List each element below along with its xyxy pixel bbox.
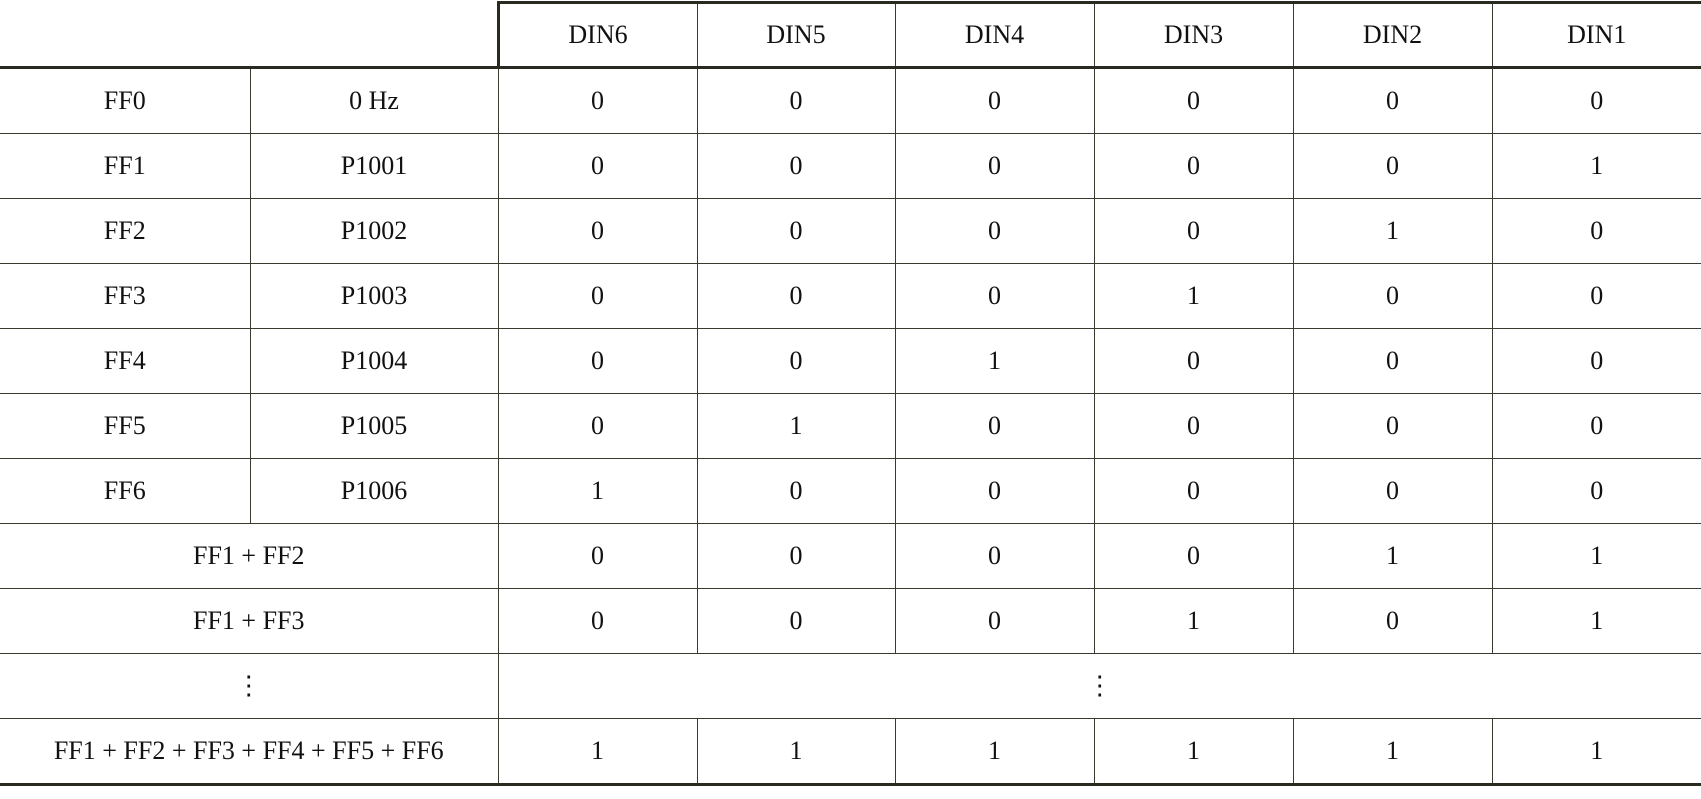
- din-value: 0: [497, 523, 698, 589]
- din-value: 0: [1093, 133, 1294, 199]
- row-parameter: P1004: [249, 328, 499, 394]
- din-value: 1: [1093, 263, 1294, 329]
- din-value: 1: [497, 458, 698, 524]
- ellipsis-row: ⋮ ⋮: [0, 653, 1701, 719]
- din-value: 0: [1491, 393, 1701, 459]
- row-parameter: P1006: [249, 458, 499, 524]
- row-label: FF6: [0, 458, 251, 524]
- row-label: FF5: [0, 393, 251, 459]
- combo-row: FF1 + FF2 0 0 0 0 1 1: [0, 523, 1701, 589]
- din-value: 0: [696, 133, 896, 199]
- din-value: 0: [497, 198, 698, 264]
- din-value: 0: [894, 393, 1095, 459]
- final-row: FF1 + FF2 + FF3 + FF4 + FF5 + FF6 1 1 1 1 1 1: [0, 718, 1701, 786]
- combo-label: FF1 + FF2: [0, 523, 499, 589]
- row-label: FF0: [0, 67, 251, 134]
- row-parameter: P1001: [249, 133, 499, 199]
- din-value: 0: [1292, 263, 1493, 329]
- din-value: 1: [1093, 588, 1294, 654]
- header-din1: DIN1: [1491, 1, 1701, 69]
- table-row: FF4 P1004 0 0 1 0 0 0: [0, 328, 1701, 394]
- header-din4: DIN4: [894, 1, 1095, 69]
- din-value: 0: [894, 67, 1095, 134]
- table-row: FF3 P1003 0 0 0 1 0 0: [0, 263, 1701, 329]
- din-value: 1: [497, 718, 698, 786]
- din-value: 1: [1292, 718, 1493, 786]
- din-value: 0: [497, 133, 698, 199]
- row-label: FF1: [0, 133, 251, 199]
- din-value: 0: [1093, 328, 1294, 394]
- din-value: 0: [894, 523, 1095, 589]
- table-row: FF0 0 Hz 0 0 0 0 0 0: [0, 67, 1701, 134]
- din-value: 0: [1292, 133, 1493, 199]
- din-value: 0: [696, 67, 896, 134]
- din-value: 0: [696, 328, 896, 394]
- din-value: 0: [696, 263, 896, 329]
- din-value: 0: [497, 393, 698, 459]
- din-value: 0: [1093, 458, 1294, 524]
- din-value: 0: [497, 588, 698, 654]
- din-value: 0: [1093, 393, 1294, 459]
- final-label: FF1 + FF2 + FF3 + FF4 + FF5 + FF6: [0, 718, 499, 786]
- row-label: FF2: [0, 198, 251, 264]
- din-value: 1: [894, 328, 1095, 394]
- table-row: FF5 P1005 0 1 0 0 0 0: [0, 393, 1701, 459]
- din-value: 0: [696, 198, 896, 264]
- header-din2: DIN2: [1292, 1, 1493, 69]
- row-parameter: P1002: [249, 198, 499, 264]
- din-value: 1: [696, 393, 896, 459]
- din-value: 0: [894, 263, 1095, 329]
- din-value: 0: [1491, 67, 1701, 134]
- row-parameter: 0 Hz: [249, 67, 499, 134]
- din-value: 0: [894, 198, 1095, 264]
- header-row: DIN6 DIN5 DIN4 DIN3 DIN2 DIN1: [0, 1, 1701, 69]
- din-value: 0: [696, 588, 896, 654]
- ellipsis-values: ⋮: [497, 653, 1701, 719]
- din-value: 1: [894, 718, 1095, 786]
- din-value: 0: [1491, 263, 1701, 329]
- din-value: 1: [1093, 718, 1294, 786]
- din-value: 1: [1491, 718, 1701, 786]
- din-value: 0: [696, 458, 896, 524]
- din-value: 0: [696, 523, 896, 589]
- din-value: 0: [1491, 328, 1701, 394]
- combo-row: FF1 + FF3 0 0 0 1 0 1: [0, 588, 1701, 654]
- din-value: 0: [1093, 67, 1294, 134]
- header-din5: DIN5: [696, 1, 896, 69]
- din-value: 0: [1292, 458, 1493, 524]
- table-row: FF1 P1001 0 0 0 0 0 1: [0, 133, 1701, 199]
- row-parameter: P1005: [249, 393, 499, 459]
- din-value: 0: [1292, 588, 1493, 654]
- din-value: 0: [894, 458, 1095, 524]
- din-value: 0: [497, 263, 698, 329]
- din-value: 0: [1093, 523, 1294, 589]
- din-value: 0: [1491, 458, 1701, 524]
- table-row: FF2 P1002 0 0 0 0 1 0: [0, 198, 1701, 264]
- row-label: FF3: [0, 263, 251, 329]
- header-din3: DIN3: [1093, 1, 1294, 69]
- din-value: 0: [1093, 198, 1294, 264]
- din-value: 1: [1292, 523, 1493, 589]
- din-value: 0: [497, 328, 698, 394]
- din-value: 1: [1491, 523, 1701, 589]
- din-value: 1: [1491, 133, 1701, 199]
- header-din6: DIN6: [497, 1, 698, 69]
- din-value: 1: [1491, 588, 1701, 654]
- din-value: 0: [1491, 198, 1701, 264]
- combo-label: FF1 + FF3: [0, 588, 499, 654]
- din-value: 0: [894, 588, 1095, 654]
- header-corner: [0, 2, 500, 69]
- table-row: FF6 P1006 1 0 0 0 0 0: [0, 458, 1701, 524]
- din-value: 0: [1292, 393, 1493, 459]
- row-label: FF4: [0, 328, 251, 394]
- ellipsis-label: ⋮: [0, 653, 499, 719]
- din-value: 0: [1292, 328, 1493, 394]
- din-value: 1: [696, 718, 896, 786]
- din-value: 0: [1292, 67, 1493, 134]
- din-value: 1: [1292, 198, 1493, 264]
- row-parameter: P1003: [249, 263, 499, 329]
- din-value: 0: [894, 133, 1095, 199]
- din-value: 0: [497, 67, 698, 134]
